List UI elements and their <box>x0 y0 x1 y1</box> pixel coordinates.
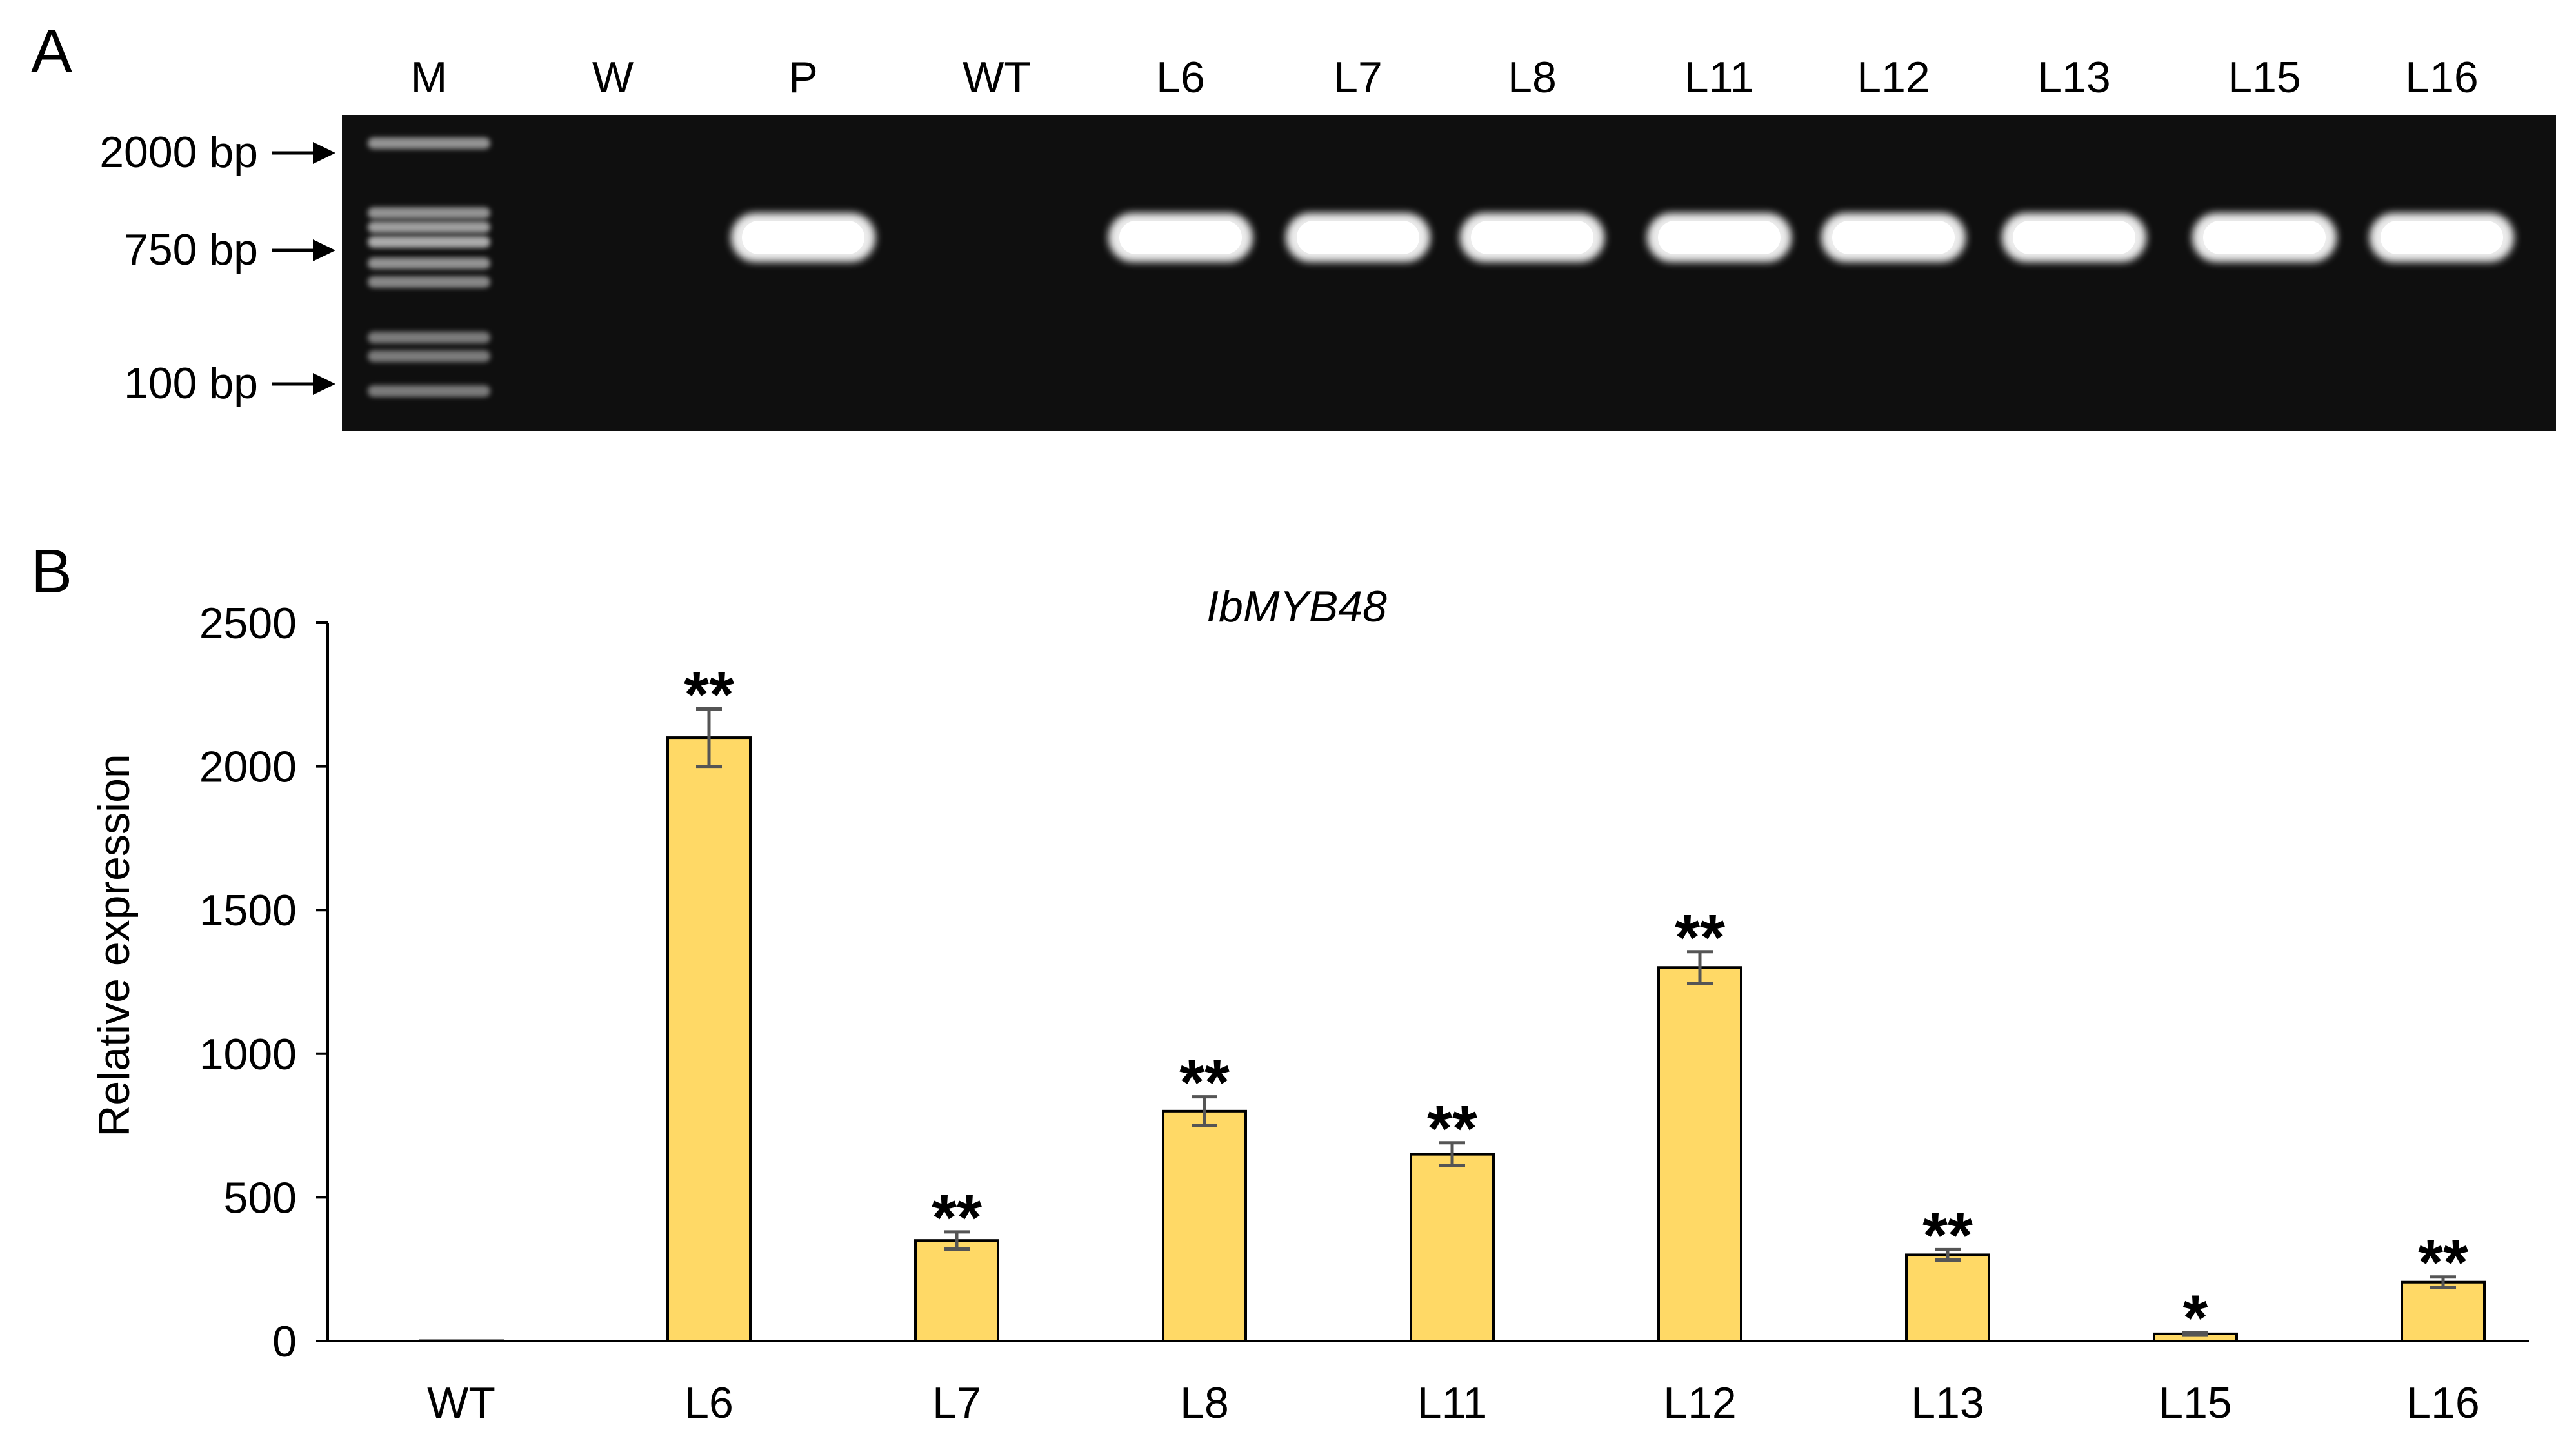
bar <box>914 1239 999 1343</box>
gel-band-core <box>1297 221 1419 254</box>
bar-chart-panel: B IbMYB48 Relative expression 0 500 1000 15… <box>31 537 2529 1427</box>
gel-band-core <box>742 221 864 254</box>
y-tick-label: 2500 <box>199 599 297 648</box>
x-tick-label: L16 <box>2406 1378 2479 1427</box>
ladder-band <box>368 137 490 149</box>
gel-bands <box>731 213 2514 262</box>
size-marker-label: 750 bp <box>124 225 258 274</box>
size-marker-arrowhead <box>313 142 335 164</box>
x-tick-label: L8 <box>1180 1378 1229 1427</box>
size-marker-arrowhead <box>313 373 335 395</box>
ladder-band <box>368 385 490 397</box>
gel-band-core <box>2381 221 2503 254</box>
lane-label: WT <box>963 53 1031 102</box>
ladder-band <box>368 207 490 219</box>
y-tick-label: 1000 <box>199 1030 297 1079</box>
y-tick-label: 2000 <box>199 743 297 792</box>
gel-band-core <box>1832 221 1955 254</box>
size-marker-label: 100 bp <box>124 359 258 408</box>
x-axis-ticks: WT L6 L7 L8 L11 L12 L13 L15 L16 <box>427 1378 2480 1427</box>
gel-panel: A M W P WT L6 L7 L8 L11 L12 L13 L15 L16 2000 bp 750 … <box>31 17 2556 431</box>
lane-labels: M W P WT L6 L7 L8 L11 L12 L13 L15 L16 <box>411 53 2479 102</box>
significance-marker: ** <box>2418 1227 2468 1299</box>
gel-band-core <box>1119 221 1242 254</box>
ladder-band <box>368 236 490 248</box>
panel-b-label: B <box>31 537 72 606</box>
gel-band-core <box>2203 221 2326 254</box>
y-tick-label: 1500 <box>199 886 297 935</box>
size-marker-label: 2000 bp <box>99 128 258 177</box>
significance-marker: ** <box>684 659 734 731</box>
error-bar <box>944 1230 970 1251</box>
significance-marker: ** <box>1922 1199 1973 1271</box>
significance-marker: ** <box>1427 1093 1477 1165</box>
ladder-lane <box>368 137 490 397</box>
error-bar <box>1687 950 1713 985</box>
bars: *************** <box>419 659 2486 1355</box>
gel-band-core <box>1658 221 1781 254</box>
lane-label: L15 <box>2228 53 2301 102</box>
y-axis-ticks: 0 500 1000 1500 2000 2500 <box>199 599 328 1366</box>
bar <box>666 736 752 1342</box>
lane-label: L7 <box>1333 53 1383 102</box>
y-axis-label: Relative expression <box>90 754 139 1136</box>
x-tick-label: L6 <box>684 1378 734 1427</box>
lane-label: L11 <box>1684 53 1754 102</box>
x-tick-label: L11 <box>1417 1378 1487 1427</box>
size-markers: 2000 bp 750 bp 100 bp <box>99 128 335 408</box>
error-bar <box>1192 1095 1217 1127</box>
ladder-band <box>368 350 490 362</box>
lane-label: L16 <box>2405 53 2478 102</box>
gel-image <box>342 115 2556 431</box>
size-marker-arrowhead <box>313 239 335 261</box>
x-tick-label: WT <box>427 1378 495 1427</box>
x-tick-label: L15 <box>2159 1378 2232 1427</box>
bar <box>1162 1109 1247 1342</box>
error-bar <box>2430 1275 2456 1289</box>
x-tick-label: L12 <box>1663 1378 1736 1427</box>
significance-marker: ** <box>1675 902 1725 974</box>
error-bar <box>1935 1247 1961 1262</box>
lane-label: P <box>788 53 817 102</box>
chart-title: IbMYB48 <box>1206 582 1387 631</box>
lane-label: L13 <box>2037 53 2110 102</box>
y-tick-label: 500 <box>224 1173 297 1222</box>
lane-label: L6 <box>1156 53 1205 102</box>
y-tick-label: 0 <box>272 1317 297 1366</box>
lane-label: L8 <box>1508 53 1557 102</box>
error-bar <box>696 707 722 769</box>
error-bar <box>1439 1141 1465 1167</box>
ladder-band <box>368 257 490 269</box>
bar <box>1410 1153 1495 1342</box>
gel-band-core <box>2013 221 2135 254</box>
lane-label: W <box>592 53 634 102</box>
error-bar <box>2182 1331 2208 1337</box>
ladder-band <box>368 332 490 343</box>
lane-label: L12 <box>1857 53 1930 102</box>
significance-marker: * <box>2183 1282 2208 1355</box>
ladder-band <box>368 276 490 288</box>
lane-label: M <box>411 53 448 102</box>
x-tick-label: L7 <box>932 1378 981 1427</box>
panel-a-label: A <box>31 17 72 86</box>
bar <box>2401 1280 2486 1343</box>
ladder-band <box>368 221 490 233</box>
significance-marker: ** <box>932 1182 982 1254</box>
gel-band-core <box>1471 221 1593 254</box>
bar <box>1905 1253 1990 1342</box>
x-tick-label: L13 <box>1911 1378 1984 1427</box>
significance-marker: ** <box>1179 1047 1230 1119</box>
bar <box>1657 966 1742 1342</box>
